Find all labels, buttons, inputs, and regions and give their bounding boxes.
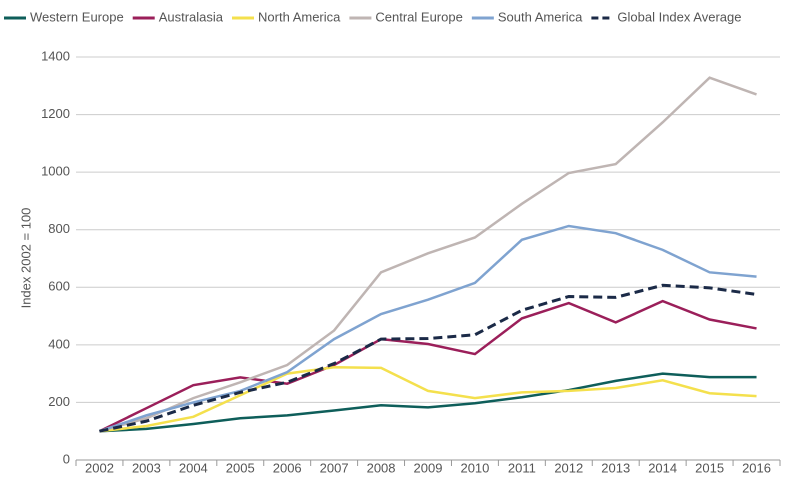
y-axis-label: Index 2002 = 100 <box>18 208 33 309</box>
x-tick-label: 2002 <box>85 460 114 475</box>
series-line <box>99 283 757 433</box>
y-tick-label: 1000 <box>41 164 70 179</box>
x-tick-label: 2016 <box>742 460 771 475</box>
series-line <box>99 76 757 433</box>
legend-label: South America <box>498 9 583 24</box>
x-tick-label: 2004 <box>179 460 208 475</box>
legend-label: Central Europe <box>375 9 462 24</box>
legend-label: Western Europe <box>30 9 124 24</box>
series-line <box>99 372 757 433</box>
x-tick-label: 2005 <box>226 460 255 475</box>
x-tick-label: 2003 <box>132 460 161 475</box>
y-tick-label: 1400 <box>41 48 70 63</box>
y-tick-label: 1200 <box>41 106 70 121</box>
series-line <box>99 224 757 433</box>
x-tick-label: 2009 <box>414 460 443 475</box>
y-tick-label: 600 <box>48 279 70 294</box>
y-tick-label: 400 <box>48 336 70 351</box>
legend-label: Australasia <box>159 9 224 24</box>
x-tick-label: 2010 <box>460 460 489 475</box>
x-tick-label: 2015 <box>695 460 724 475</box>
x-tick-label: 2008 <box>367 460 396 475</box>
x-tick-label: 2014 <box>648 460 677 475</box>
x-tick-label: 2012 <box>554 460 583 475</box>
legend-label: Global Index Average <box>617 9 741 24</box>
x-tick-label: 2007 <box>320 460 349 475</box>
x-tick-label: 2013 <box>601 460 630 475</box>
y-tick-label: 800 <box>48 221 70 236</box>
series-line <box>98 299 757 433</box>
y-tick-label: 200 <box>48 394 70 409</box>
y-tick-label: 0 <box>63 451 70 466</box>
series-line <box>99 366 757 433</box>
x-tick-label: 2011 <box>508 460 536 475</box>
legend-label: North America <box>258 9 341 24</box>
x-tick-label: 2006 <box>273 460 302 475</box>
